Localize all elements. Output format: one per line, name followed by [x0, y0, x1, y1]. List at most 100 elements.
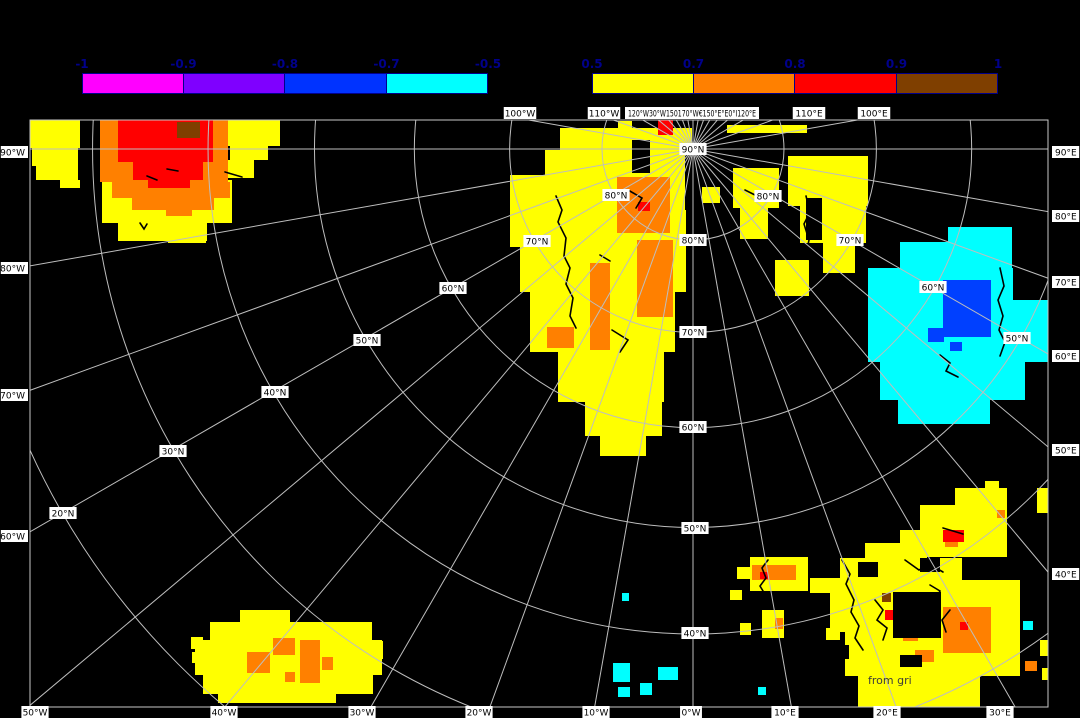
- colorbar-negative-segment: [285, 73, 387, 94]
- grid-label-top: 110°W: [587, 107, 621, 120]
- patch-yellow: [192, 652, 203, 663]
- grid-label-bottom-text: 20°E: [876, 709, 898, 718]
- colorbar-positive-segment: [795, 73, 897, 94]
- meridian-line: [30, 148, 694, 267]
- grid-label-top-text: 100°W: [505, 110, 536, 120]
- grid-label-top: 110°E: [792, 107, 826, 120]
- colorbar-negative-segment: [183, 73, 285, 94]
- latitude-label-text: 50°N: [1006, 335, 1029, 345]
- patch-yellow: [826, 628, 840, 640]
- grid-label-top-text: 110°W: [589, 110, 620, 120]
- patch-yellow: [32, 148, 78, 166]
- patch-yellow: [730, 590, 742, 600]
- grid-label-bottom: 40°W: [210, 706, 238, 718]
- colorbar-positive-tick: 0.9: [885, 57, 908, 71]
- meridian-line: [30, 148, 694, 391]
- patch-orange: [590, 263, 610, 350]
- latitude-label-text: 60°N: [442, 285, 465, 295]
- patch-cyan: [880, 358, 1025, 400]
- colorbar-positive-tick: 1: [993, 57, 1003, 71]
- patch-orange: [637, 240, 673, 317]
- map-border: [29, 119, 1049, 708]
- meridian-line: [692, 148, 1048, 448]
- patch-yellow: [740, 623, 751, 635]
- grid-label-top-text: 110°E: [795, 110, 823, 120]
- map-annotation: from gri: [868, 674, 912, 687]
- latitude-label-text: 20°N: [52, 510, 75, 520]
- patch-yellow: [618, 121, 632, 130]
- meridian-line: [489, 148, 694, 707]
- patch-orange: [300, 640, 320, 683]
- patch-yellow: [209, 683, 220, 693]
- patch-yellow: [228, 120, 280, 146]
- meridian-line: [692, 148, 1048, 573]
- grid-label-bottom-text: 10°E: [774, 709, 796, 718]
- latitude-label: 50°N: [1003, 332, 1031, 345]
- grid-label-bottom: 50°W: [21, 706, 49, 718]
- grid-label-bottom: 0°W: [680, 706, 702, 718]
- grid-label-left: 80°W: [0, 262, 29, 275]
- latitude-label-text: 40°N: [264, 389, 287, 399]
- patch-cyan: [622, 593, 629, 601]
- coastline: [841, 559, 864, 651]
- meridian-line: [594, 148, 694, 707]
- latitude-label: 70°N: [836, 234, 864, 247]
- grid-label-left-text: 80°W: [0, 265, 25, 275]
- latitude-label: 70°N: [679, 326, 707, 339]
- grid-label-left-text: 60°W: [0, 533, 25, 543]
- colorbar-positive-segment: [693, 73, 795, 94]
- patch-orange: [132, 198, 214, 210]
- patch-yellow: [1042, 668, 1048, 680]
- latitude-label: 20°N: [49, 507, 77, 520]
- patch-yellow: [737, 567, 750, 579]
- coastline: [139, 222, 148, 231]
- grid-label-bottom: 10°W: [582, 706, 610, 718]
- colorbar-negative-tick: -1: [75, 57, 89, 71]
- latitude-label: 40°N: [681, 627, 709, 640]
- patch-yellow: [36, 166, 78, 180]
- grid-label-left: 90°W: [0, 146, 29, 159]
- grid-label-right: 40°E: [1052, 568, 1080, 581]
- colorbar-positive-tick: 0.5: [581, 57, 603, 71]
- latitude-label-text: 30°N: [162, 448, 185, 458]
- colorbar-positive-segment: [592, 73, 694, 94]
- patch-cyan: [640, 683, 652, 695]
- patch-orange: [166, 210, 192, 216]
- patch-hole: [632, 140, 650, 173]
- patch-orange: [322, 657, 333, 670]
- patch-yellow: [1037, 488, 1048, 513]
- grid-label-top: 100°E: [857, 107, 891, 120]
- latitude-label-text: 90°N: [682, 146, 705, 156]
- patch-cyan: [618, 687, 630, 697]
- patch-yellow: [60, 180, 80, 188]
- patch-hole: [900, 655, 922, 667]
- grid-label-bottom-text: 30°E: [989, 709, 1011, 718]
- patch-yellow: [230, 146, 268, 160]
- meridian-line: [692, 148, 1048, 213]
- patch-orange: [273, 638, 295, 655]
- latitude-label: 30°N: [159, 445, 187, 458]
- patch-red: [960, 622, 968, 630]
- patch-yellow: [823, 243, 855, 273]
- grid-label-right-text: 60°E: [1055, 353, 1077, 363]
- patch-blue: [943, 280, 991, 337]
- grid-label-bottom-text: 10°W: [584, 709, 609, 718]
- patch-yellow: [223, 626, 232, 634]
- colorbar-positive-tick: 0.8: [784, 57, 806, 71]
- latitude-label-text: 80°N: [605, 192, 628, 202]
- meridian-line: [692, 148, 1016, 707]
- patch-orange: [775, 618, 783, 629]
- patch-orange: [547, 327, 574, 348]
- patch-yellow: [775, 260, 809, 296]
- patch-red: [760, 572, 768, 579]
- latitude-label-text: 40°N: [684, 630, 707, 640]
- patch-orange: [1025, 661, 1037, 671]
- coastline: [759, 559, 769, 597]
- coastline: [627, 189, 644, 209]
- patch-hole: [893, 592, 941, 638]
- latitude-label: 60°N: [919, 281, 947, 294]
- latitude-label: 90°N: [679, 143, 707, 156]
- latitude-label-text: 80°N: [682, 237, 705, 247]
- patch-cyan: [658, 667, 678, 680]
